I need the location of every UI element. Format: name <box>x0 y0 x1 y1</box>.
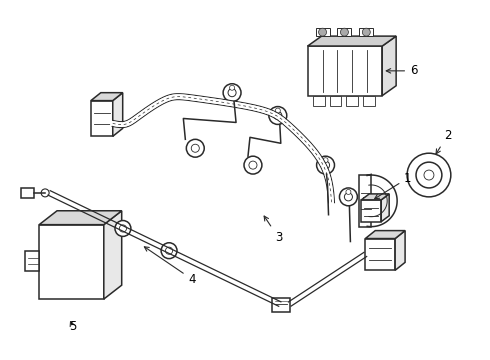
Polygon shape <box>381 194 389 222</box>
Polygon shape <box>361 194 389 200</box>
Circle shape <box>228 89 236 97</box>
Polygon shape <box>366 231 405 239</box>
Polygon shape <box>308 36 396 46</box>
Circle shape <box>321 161 330 169</box>
Circle shape <box>191 144 199 152</box>
Polygon shape <box>346 96 358 105</box>
Polygon shape <box>363 96 375 105</box>
Polygon shape <box>382 36 396 96</box>
Polygon shape <box>366 239 395 270</box>
Circle shape <box>186 139 204 157</box>
Circle shape <box>223 84 241 102</box>
Circle shape <box>120 225 126 232</box>
Polygon shape <box>361 200 381 222</box>
Text: 6: 6 <box>386 64 417 77</box>
Circle shape <box>244 156 262 174</box>
Polygon shape <box>113 93 122 136</box>
Circle shape <box>416 162 442 188</box>
Circle shape <box>269 107 287 125</box>
Polygon shape <box>308 46 382 96</box>
Circle shape <box>346 189 351 194</box>
Text: 5: 5 <box>69 320 76 333</box>
Circle shape <box>344 193 352 201</box>
Circle shape <box>341 28 348 36</box>
Polygon shape <box>91 93 122 100</box>
Circle shape <box>166 247 172 254</box>
Circle shape <box>340 188 357 206</box>
Circle shape <box>161 243 177 258</box>
Circle shape <box>230 85 235 90</box>
Circle shape <box>317 156 335 174</box>
Circle shape <box>274 112 282 120</box>
Polygon shape <box>25 251 39 271</box>
Circle shape <box>115 221 131 237</box>
Circle shape <box>407 153 451 197</box>
Polygon shape <box>338 28 351 36</box>
Circle shape <box>249 161 257 169</box>
Circle shape <box>41 189 49 197</box>
Text: 3: 3 <box>264 216 282 244</box>
Polygon shape <box>329 96 342 105</box>
Polygon shape <box>316 28 329 36</box>
Text: 2: 2 <box>436 129 451 154</box>
Polygon shape <box>313 96 324 105</box>
Circle shape <box>275 108 280 113</box>
Bar <box>363 197 369 205</box>
Circle shape <box>318 28 326 36</box>
Polygon shape <box>395 231 405 270</box>
Text: 1: 1 <box>375 171 412 199</box>
Polygon shape <box>272 298 290 312</box>
Polygon shape <box>91 100 113 136</box>
Text: 4: 4 <box>145 247 196 286</box>
Circle shape <box>362 28 370 36</box>
Polygon shape <box>359 28 373 36</box>
Polygon shape <box>104 211 122 299</box>
Circle shape <box>323 158 328 163</box>
Polygon shape <box>39 225 104 299</box>
Polygon shape <box>21 188 34 198</box>
Polygon shape <box>39 211 122 225</box>
Polygon shape <box>359 175 371 227</box>
